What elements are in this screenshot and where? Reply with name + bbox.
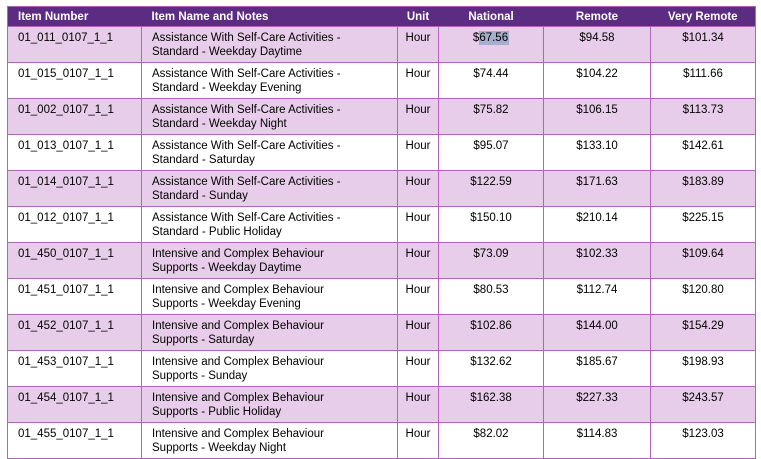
cell-remote: $185.67 [543, 350, 651, 387]
cell-item-name: Intensive and Complex Behaviour Supports… [141, 278, 398, 315]
cell-unit: Hour [397, 242, 439, 279]
col-header-remote: Remote [543, 6, 651, 27]
cell-very-remote: $183.89 [650, 170, 756, 207]
cell-item-name: Assistance With Self-Care Activities - S… [141, 206, 398, 243]
cell-remote: $171.63 [543, 170, 651, 207]
cell-national: $132.62 [438, 350, 544, 387]
header-row: Item Number Item Name and Notes Unit Nat… [7, 6, 756, 27]
cell-item-number: 01_454_0107_1_1 [7, 386, 142, 423]
cell-very-remote: $111.66 [650, 62, 756, 99]
cell-item-name: Assistance With Self-Care Activities - S… [141, 26, 398, 63]
col-header-national: National [438, 6, 544, 27]
col-header-item-name: Item Name and Notes [141, 6, 398, 27]
table-row: 01_451_0107_1_1 Intensive and Complex Be… [7, 278, 756, 315]
cell-national: $67.56 [438, 26, 544, 63]
cell-national: $162.38 [438, 386, 544, 423]
selected-text: 67.56 [479, 31, 510, 45]
cell-national: $73.09 [438, 242, 544, 279]
cell-very-remote: $142.61 [650, 134, 756, 171]
price-table-container: Item Number Item Name and Notes Unit Nat… [7, 6, 756, 459]
cell-item-number: 01_002_0107_1_1 [7, 98, 142, 135]
cell-item-name: Intensive and Complex Behaviour Supports… [141, 314, 398, 351]
col-header-very-remote: Very Remote [650, 6, 756, 27]
table-row: 01_002_0107_1_1 Assistance With Self-Car… [7, 98, 756, 135]
cell-item-number: 01_013_0107_1_1 [7, 134, 142, 171]
cell-remote: $94.58 [543, 26, 651, 63]
cell-unit: Hour [397, 350, 439, 387]
cell-item-number: 01_015_0107_1_1 [7, 62, 142, 99]
cell-remote: $102.33 [543, 242, 651, 279]
cell-very-remote: $123.03 [650, 422, 756, 459]
cell-national: $95.07 [438, 134, 544, 171]
cell-unit: Hour [397, 62, 439, 99]
price-table: Item Number Item Name and Notes Unit Nat… [7, 6, 756, 459]
cell-unit: Hour [397, 314, 439, 351]
cell-item-name: Assistance With Self-Care Activities - S… [141, 98, 398, 135]
table-row: 01_014_0107_1_1 Assistance With Self-Car… [7, 170, 756, 207]
cell-national: $122.59 [438, 170, 544, 207]
cell-unit: Hour [397, 134, 439, 171]
cell-remote: $210.14 [543, 206, 651, 243]
cell-item-name: Intensive and Complex Behaviour Supports… [141, 386, 398, 423]
table-row: 01_455_0107_1_1 Intensive and Complex Be… [7, 422, 756, 459]
cell-item-number: 01_014_0107_1_1 [7, 170, 142, 207]
cell-remote: $227.33 [543, 386, 651, 423]
cell-very-remote: $101.34 [650, 26, 756, 63]
cell-item-name: Assistance With Self-Care Activities - S… [141, 62, 398, 99]
col-header-unit: Unit [397, 6, 439, 27]
cell-item-name: Assistance With Self-Care Activities - S… [141, 134, 398, 171]
cell-unit: Hour [397, 98, 439, 135]
cell-very-remote: $198.93 [650, 350, 756, 387]
table-row: 01_015_0107_1_1 Assistance With Self-Car… [7, 62, 756, 99]
cell-national: $74.44 [438, 62, 544, 99]
cell-very-remote: $120.80 [650, 278, 756, 315]
cell-national: $150.10 [438, 206, 544, 243]
cell-unit: Hour [397, 422, 439, 459]
cell-remote: $133.10 [543, 134, 651, 171]
cell-very-remote: $154.29 [650, 314, 756, 351]
cell-item-name: Assistance With Self-Care Activities - S… [141, 170, 398, 207]
cell-item-name: Intensive and Complex Behaviour Supports… [141, 422, 398, 459]
cell-very-remote: $243.57 [650, 386, 756, 423]
cell-item-number: 01_450_0107_1_1 [7, 242, 142, 279]
cell-national: $75.82 [438, 98, 544, 135]
cell-very-remote: $109.64 [650, 242, 756, 279]
cell-unit: Hour [397, 170, 439, 207]
cell-remote: $104.22 [543, 62, 651, 99]
table-row: 01_454_0107_1_1 Intensive and Complex Be… [7, 386, 756, 423]
cell-unit: Hour [397, 26, 439, 63]
cell-item-number: 01_451_0107_1_1 [7, 278, 142, 315]
cell-remote: $112.74 [543, 278, 651, 315]
cell-item-number: 01_012_0107_1_1 [7, 206, 142, 243]
cell-national: $80.53 [438, 278, 544, 315]
col-header-item-number: Item Number [7, 6, 142, 27]
cell-national: $102.86 [438, 314, 544, 351]
cell-very-remote: $225.15 [650, 206, 756, 243]
cell-item-number: 01_452_0107_1_1 [7, 314, 142, 351]
cell-unit: Hour [397, 278, 439, 315]
cell-remote: $114.83 [543, 422, 651, 459]
table-row: 01_011_0107_1_1 Assistance With Self-Car… [7, 26, 756, 63]
cell-unit: Hour [397, 386, 439, 423]
cell-unit: Hour [397, 206, 439, 243]
cell-very-remote: $113.73 [650, 98, 756, 135]
cell-item-name: Intensive and Complex Behaviour Supports… [141, 350, 398, 387]
cell-item-number: 01_011_0107_1_1 [7, 26, 142, 63]
cell-item-number: 01_455_0107_1_1 [7, 422, 142, 459]
cell-national: $82.02 [438, 422, 544, 459]
cell-remote: $106.15 [543, 98, 651, 135]
table-row: 01_013_0107_1_1 Assistance With Self-Car… [7, 134, 756, 171]
table-row: 01_453_0107_1_1 Intensive and Complex Be… [7, 350, 756, 387]
table-row: 01_452_0107_1_1 Intensive and Complex Be… [7, 314, 756, 351]
cell-item-number: 01_453_0107_1_1 [7, 350, 142, 387]
cell-item-name: Intensive and Complex Behaviour Supports… [141, 242, 398, 279]
cell-remote: $144.00 [543, 314, 651, 351]
table-row: 01_012_0107_1_1 Assistance With Self-Car… [7, 206, 756, 243]
table-row: 01_450_0107_1_1 Intensive and Complex Be… [7, 242, 756, 279]
